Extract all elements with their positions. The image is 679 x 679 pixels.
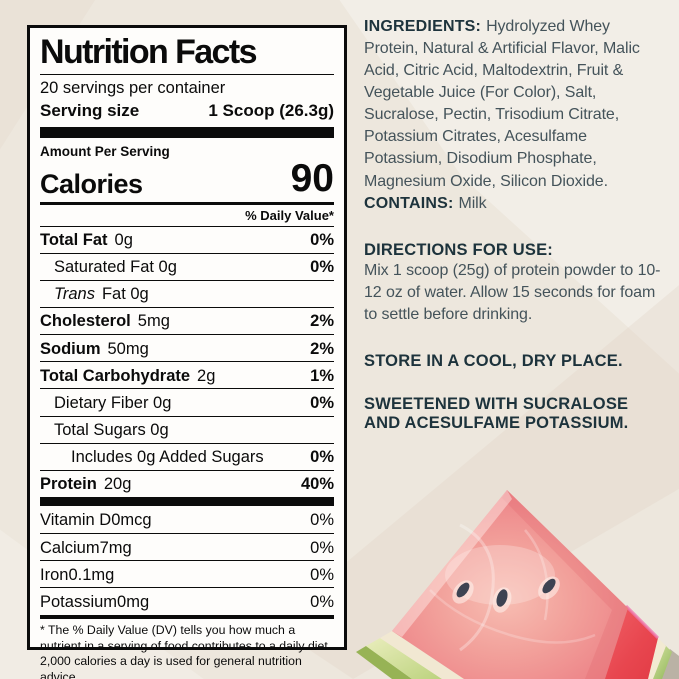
nutrient-name: Saturated Fat 0g [54,258,177,277]
amount-per-serving-label: Amount Per Serving [40,144,170,160]
nutrient-name: Includes 0g Added Sugars [71,448,264,467]
nutrient-row-added-sugars: Includes 0g Added Sugars 0% [40,444,334,471]
contains-text: Milk [458,194,487,212]
watermelon-seed [456,582,470,598]
vitamin-dv: 0% [310,592,334,611]
nutrient-amount: 20g [103,475,132,494]
calories-label: Calories [40,168,143,199]
vitamin-amount: 0mg [117,592,150,611]
vitamin-dv: 0% [310,538,334,557]
watermelon-flesh [392,490,628,679]
flesh-streak [459,523,495,652]
vitamin-amount: 7mg [99,538,132,557]
nutrient-name: Total Carbohydrate [40,366,191,385]
back-slice-highlight [624,604,660,640]
vitamin-name: Iron [40,565,69,584]
flesh-streak [429,589,596,644]
nutrient-dv: 2% [310,339,334,358]
nutrient-dv: 0% [310,393,334,412]
watermelon-seed [496,589,508,607]
nutrient-name: Total Sugars 0g [54,421,169,439]
vitamin-row-iron: Iron0.1mg 0% [40,561,334,589]
watermelon-wedge-photo [356,490,679,679]
divider [40,201,334,205]
nutrient-dv: 2% [310,312,334,331]
nutrient-amount: 2g [197,366,216,385]
nutrient-dv: 0% [310,448,334,467]
rind-inner-white [380,631,464,679]
serving-size-label: Serving size [40,101,140,121]
nutrient-dv: 40% [300,475,334,494]
nutrient-name: Dietary Fiber 0g [54,393,172,412]
nutrient-row-total-fat: Total Fat 0g 0% [40,227,334,254]
servings-per-container: 20 servings per container [40,78,226,97]
watermelon-seed [542,578,556,594]
ingredients-label: INGREDIENTS: [364,18,482,35]
nutrient-name: Sodium [40,339,101,358]
divider [40,73,334,75]
nutrient-row-trans-fat: Trans Fat 0g [40,281,334,308]
rind-pale-band [366,638,442,679]
contains-paragraph: CONTAINS: Milk [364,193,666,215]
directions-heading: DIRECTIONS FOR USE: [364,240,553,259]
thick-divider-bar [40,615,334,620]
nutrient-amount: 0g [114,231,133,250]
nutrient-dv: 1% [310,366,334,385]
vitamin-row-potassium: Potassium0mg 0% [40,588,334,614]
flesh-edge-highlight [392,490,512,637]
info-panel: INGREDIENTS: Hydrolyzed Whey Protein, Nat… [364,16,666,433]
nutrient-row-total-carbohydrate: Total Carbohydrate 2g 1% [40,362,334,390]
nutrient-name: Protein [40,475,97,494]
nutrition-facts-title: Nutrition Facts [40,33,258,71]
serving-size-row: Serving size 1 Scoop (26.3g) [40,101,334,121]
nutrient-name: Cholesterol [40,312,131,331]
nutrient-row-total-sugars: Total Sugars 0g [40,417,334,444]
flesh-streak [524,529,549,621]
nutrient-name: Total Fat [40,231,108,250]
daily-value-header: % Daily Value* [40,205,334,227]
vitamin-amount: 0mcg [111,511,152,530]
calories-row: Calories 90 [40,157,334,201]
contains-label: CONTAINS: [364,194,454,212]
daily-value-footnote: * The % Daily Value (DV) tells you how m… [40,623,332,679]
vitamin-row-calcium: Calcium7mg 0% [40,534,334,562]
thick-divider-bar [40,127,334,139]
nutrient-row-dietary-fiber: Dietary Fiber 0g 0% [40,389,334,417]
calories-value: 90 [290,157,334,201]
sweetener-text: SWEETENED WITH SUCRALOSE AND ACESULFAME … [364,394,629,432]
directions-text: Mix 1 scoop (25g) of protein powder to 1… [364,261,661,323]
nutrient-row-saturated-fat: Saturated Fat 0g 0% [40,254,334,281]
vitamin-name: Potassium [40,592,118,611]
nutrient-amount: 5mg [137,312,170,331]
thick-divider-bar [40,496,334,506]
rind-outer-green [356,646,412,679]
ingredients-text: Hydrolyzed Whey Protein, Natural & Artif… [364,18,640,190]
nutrient-dv: 0% [310,231,334,250]
vitamin-name: Vitamin D [40,511,112,530]
flesh-edge-shading [502,490,628,679]
vitamin-dv: 0% [310,511,334,530]
vitamin-row-vitamin-d: Vitamin D0mcg 0% [40,507,334,535]
nutrient-name: Fat 0g [101,285,149,304]
nutrient-row-cholesterol: Cholesterol 5mg 2% [40,308,334,336]
vitamin-dv: 0% [310,565,334,584]
vitamin-amount: 0.1mg [68,565,115,584]
nutrient-dv: 0% [310,258,334,277]
storage-text: STORE IN A COOL, DRY PLACE. [364,351,623,370]
vitamin-name: Calcium [40,538,100,557]
nutrient-row-protein: Protein 20g 40% [40,471,334,497]
nutrition-facts-label: Nutrition Facts 20 servings per containe… [27,25,347,679]
ingredients-paragraph: INGREDIENTS: Hydrolyzed Whey Protein, Nat… [364,16,666,193]
nutrient-amount: 50mg [107,339,149,358]
nutrient-row-sodium: Sodium 50mg 2% [40,335,334,363]
nutrient-name-italic: Trans [54,285,95,304]
serving-size-value: 1 Scoop (26.3g) [208,101,334,121]
